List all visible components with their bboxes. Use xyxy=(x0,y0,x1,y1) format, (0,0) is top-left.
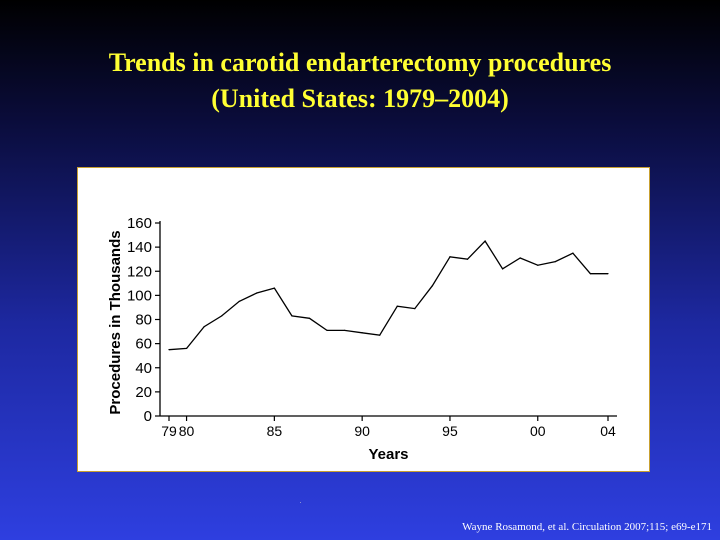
data-point-2001 xyxy=(554,261,556,263)
data-point-1985 xyxy=(273,287,275,289)
data-point-1989 xyxy=(344,329,346,331)
stray-dot xyxy=(300,502,301,503)
data-point-1995 xyxy=(449,256,451,258)
slide-title-line1: Trends in carotid endarterectomy procedu… xyxy=(108,48,612,77)
data-point-1988 xyxy=(326,329,328,331)
data-point-1996 xyxy=(466,258,469,260)
data-point-1992 xyxy=(396,305,398,307)
data-point-1999 xyxy=(519,257,521,259)
data-point-1979 xyxy=(168,349,170,351)
data-point-1993 xyxy=(414,308,416,310)
x-tick-label-80: 80 xyxy=(179,423,195,439)
data-point-1987 xyxy=(308,317,311,319)
y-tick-label-100: 100 xyxy=(127,287,152,304)
data-point-1980 xyxy=(185,347,188,350)
data-point-1986 xyxy=(291,315,293,317)
data-point-2003 xyxy=(589,273,592,275)
data-point-2004 xyxy=(607,273,609,275)
data-point-1994 xyxy=(431,285,433,287)
x-axis-title: Years xyxy=(368,446,408,463)
data-point-2000 xyxy=(537,264,539,266)
data-point-1982 xyxy=(221,315,223,317)
x-tick-label-00: 00 xyxy=(530,423,546,439)
series-line-0 xyxy=(168,240,608,351)
y-tick-label-40: 40 xyxy=(135,360,152,377)
data-point-2002 xyxy=(572,252,574,254)
y-tick-label-140: 140 xyxy=(127,239,152,256)
data-point-1991 xyxy=(379,334,381,336)
data-point-1998 xyxy=(502,268,504,270)
y-tick-label-120: 120 xyxy=(127,263,152,280)
y-tick-label-60: 60 xyxy=(135,336,152,353)
x-tick-label-85: 85 xyxy=(267,423,283,439)
x-tick-label-04: 04 xyxy=(600,423,616,439)
x-tick-label-95: 95 xyxy=(442,423,458,439)
chart-panel: 0 20 40 60 80 100 120 140 160 79 80 85 90 95 00 04 Years… xyxy=(77,167,650,472)
y-tick-label-80: 80 xyxy=(135,312,152,329)
y-axis-title: Procedures in Thousands xyxy=(107,230,124,414)
data-point-1990 xyxy=(361,332,363,334)
x-tick-label-79: 79 xyxy=(161,423,177,439)
slide-title-line2: (United States: 1979–2004) xyxy=(211,84,509,113)
x-tick-label-90: 90 xyxy=(354,423,370,439)
y-tick-label-20: 20 xyxy=(135,384,152,401)
data-point-1984 xyxy=(256,292,258,294)
data-point-1997 xyxy=(484,240,486,242)
y-tick-label-160: 160 xyxy=(127,215,152,232)
y-tick-label-0: 0 xyxy=(144,408,152,425)
data-point-1983 xyxy=(238,300,240,303)
data-point-1981 xyxy=(203,326,205,328)
citation: Wayne Rosamond, et al. Circulation 2007;… xyxy=(462,521,712,533)
